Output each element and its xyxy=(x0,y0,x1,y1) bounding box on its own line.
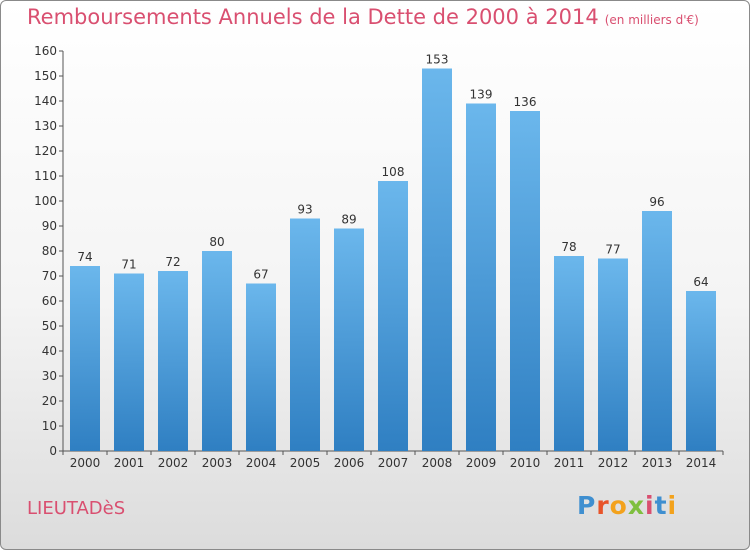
bar-value-label: 139 xyxy=(470,88,493,102)
logo-letter: r xyxy=(596,491,610,520)
y-tick-label: 70 xyxy=(42,269,57,283)
bar xyxy=(554,256,584,451)
bar-value-label: 136 xyxy=(514,95,537,109)
bar xyxy=(202,251,232,451)
y-tick-label: 0 xyxy=(49,444,57,458)
x-tick-label: 2010 xyxy=(510,456,541,470)
y-tick-label: 60 xyxy=(42,294,57,308)
bar-value-label: 96 xyxy=(649,195,664,209)
logo-letter: i xyxy=(667,491,678,520)
x-tick-label: 2006 xyxy=(334,456,365,470)
x-tick-label: 2013 xyxy=(642,456,673,470)
x-tick-label: 2004 xyxy=(246,456,277,470)
bar xyxy=(378,181,408,451)
bar xyxy=(422,68,452,451)
bar-value-label: 93 xyxy=(297,203,312,217)
bar xyxy=(510,111,540,451)
bar-value-label: 74 xyxy=(77,250,92,264)
x-tick-label: 2007 xyxy=(378,456,409,470)
x-tick-label: 2000 xyxy=(70,456,101,470)
logo-letter: i xyxy=(645,491,655,520)
bar-value-label: 64 xyxy=(693,275,708,289)
bar-value-label: 78 xyxy=(561,240,576,254)
bar-value-label: 89 xyxy=(341,213,356,227)
chart-title-text: Remboursements Annuels de la Dette de 20… xyxy=(27,5,599,29)
chart-unit: (en milliers d'€) xyxy=(604,13,699,27)
bar xyxy=(686,291,716,451)
x-tick-label: 2012 xyxy=(598,456,629,470)
bar xyxy=(114,273,144,451)
place-name: LIEUTADèS xyxy=(27,498,126,519)
x-tick-label: 2001 xyxy=(114,456,145,470)
bar xyxy=(466,103,496,451)
bar-value-label: 108 xyxy=(382,165,405,179)
y-tick-label: 40 xyxy=(42,344,57,358)
bar-value-label: 67 xyxy=(253,268,268,282)
y-tick-label: 150 xyxy=(34,69,57,83)
bar xyxy=(246,283,276,451)
y-tick-label: 50 xyxy=(42,319,57,333)
y-tick-label: 100 xyxy=(34,194,57,208)
y-tick-label: 30 xyxy=(42,369,57,383)
y-tick-label: 80 xyxy=(42,244,57,258)
bar-value-label: 80 xyxy=(209,235,224,249)
x-tick-label: 2005 xyxy=(290,456,321,470)
y-tick-label: 90 xyxy=(42,219,57,233)
logo-letter: o xyxy=(609,491,628,520)
y-tick-label: 130 xyxy=(34,119,57,133)
x-tick-label: 2009 xyxy=(466,456,497,470)
bar xyxy=(70,266,100,451)
proxiti-logo: Proxiti xyxy=(577,491,677,520)
y-tick-label: 120 xyxy=(34,144,57,158)
x-tick-label: 2011 xyxy=(554,456,585,470)
bar-value-label: 71 xyxy=(121,258,136,272)
x-tick-label: 2014 xyxy=(686,456,717,470)
y-tick-label: 110 xyxy=(34,169,57,183)
y-tick-label: 20 xyxy=(42,394,57,408)
bar-value-label: 153 xyxy=(426,53,449,67)
bar xyxy=(290,218,320,451)
logo-letter: x xyxy=(627,491,645,520)
bar xyxy=(158,271,188,451)
bar-value-label: 72 xyxy=(165,255,180,269)
x-tick-label: 2008 xyxy=(422,456,453,470)
bar xyxy=(642,211,672,451)
y-tick-label: 160 xyxy=(34,44,57,58)
logo-letter: P xyxy=(577,491,597,520)
bar xyxy=(598,258,628,451)
logo-letter: t xyxy=(654,491,668,520)
x-tick-label: 2002 xyxy=(158,456,189,470)
x-tick-label: 2003 xyxy=(202,456,233,470)
y-tick-label: 140 xyxy=(34,94,57,108)
y-tick-label: 10 xyxy=(42,419,57,433)
bar xyxy=(334,228,364,451)
chart-title: Remboursements Annuels de la Dette de 20… xyxy=(27,5,699,29)
bar-value-label: 77 xyxy=(605,243,620,257)
